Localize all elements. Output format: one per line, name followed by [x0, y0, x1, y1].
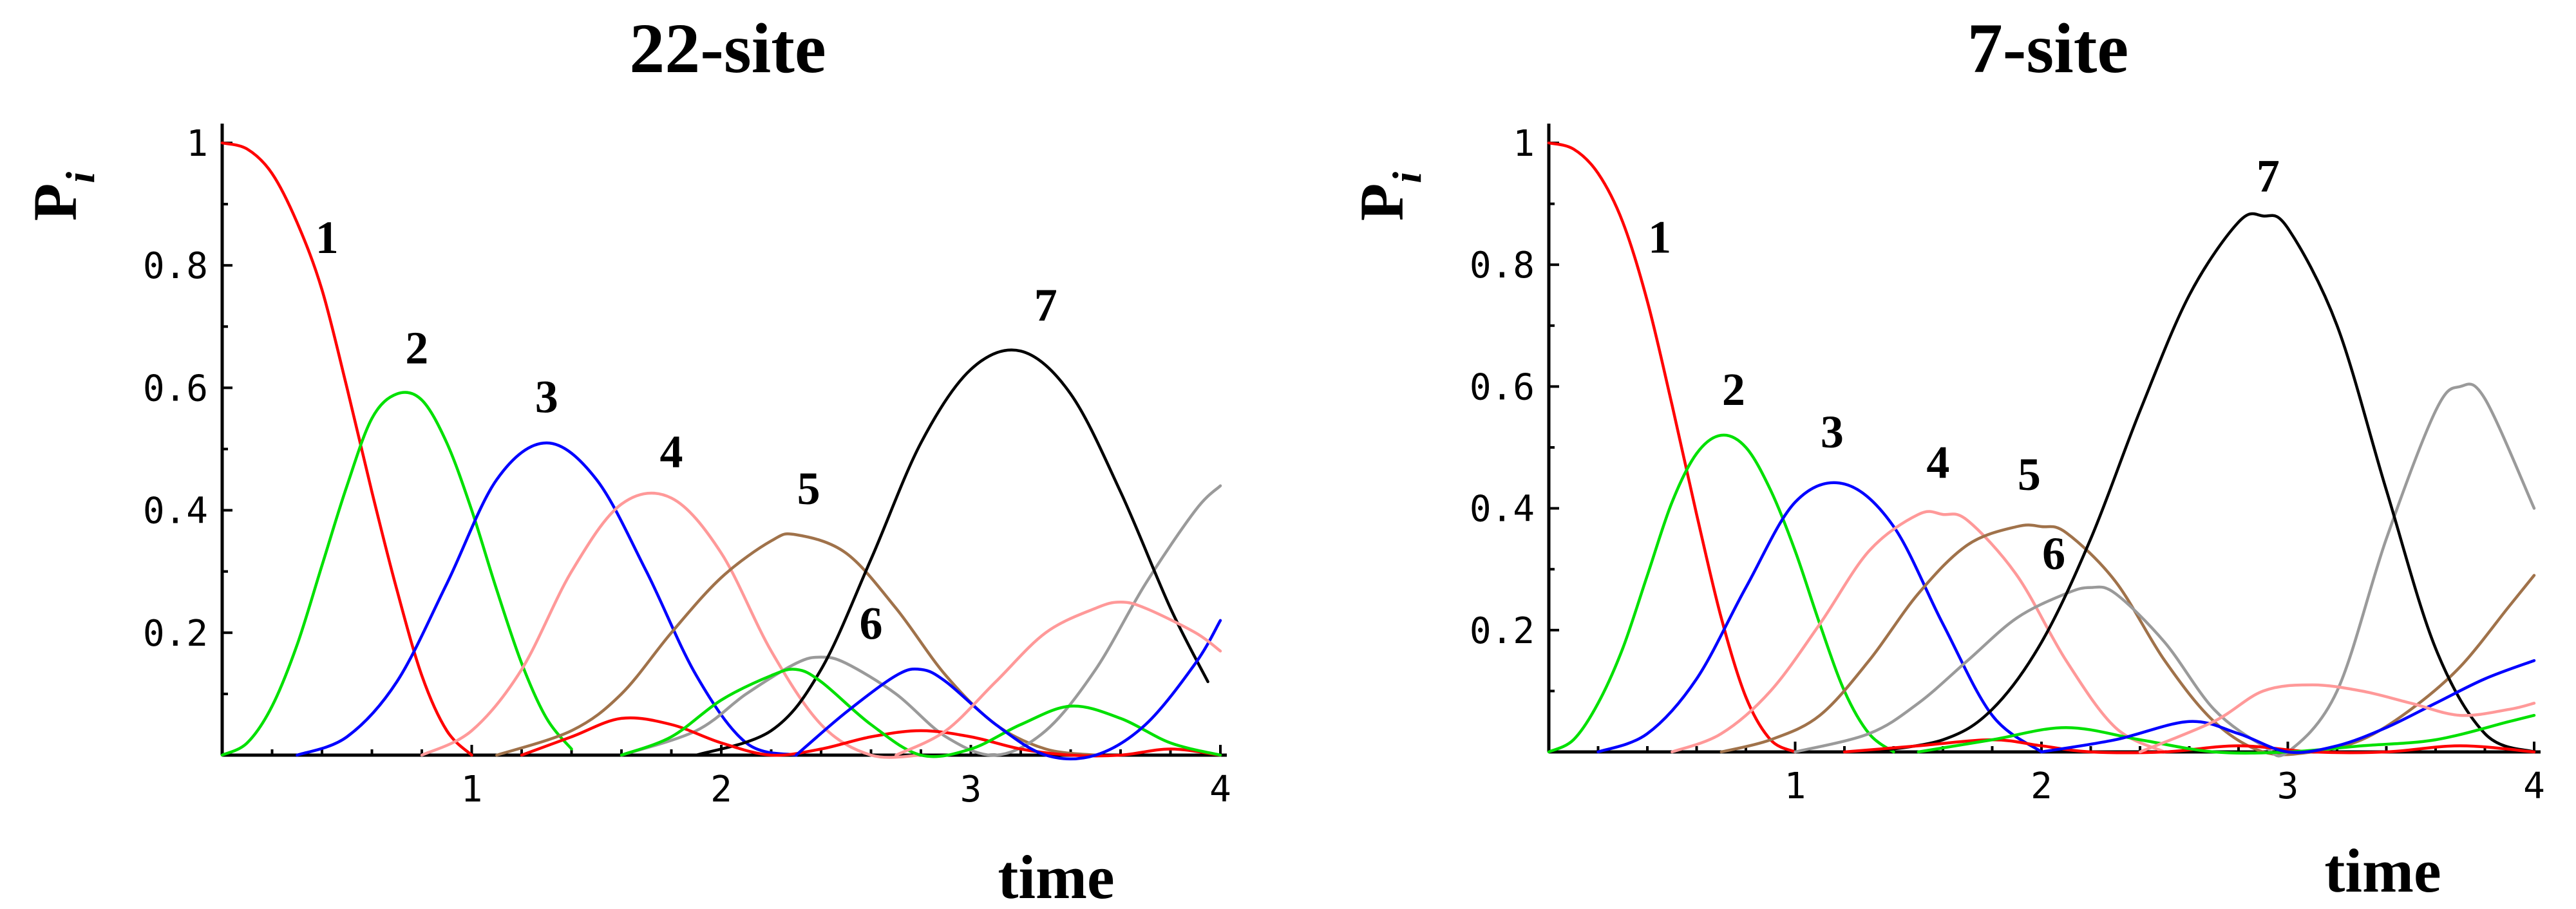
series-line-4 [420, 491, 923, 759]
x-tick-label: 1 [461, 769, 483, 811]
series-label-6: 6 [2042, 528, 2065, 579]
series-line-extra-green [1917, 713, 2536, 755]
y-tick-label: 0.2 [1470, 610, 1535, 652]
series-line-5 [1719, 523, 2536, 756]
series-label-1: 1 [1648, 211, 1671, 263]
y-tick-label: 0.6 [143, 368, 208, 409]
series-line-2 [220, 391, 573, 757]
y-axis-label-main: P [21, 183, 90, 221]
y-tick-label: 0.2 [143, 613, 208, 655]
x-tick-label: 2 [710, 769, 732, 811]
x-tick-label: 4 [1209, 769, 1231, 811]
series-line-6 [620, 484, 1222, 757]
series-label-1: 1 [316, 212, 339, 263]
y-axis-label-subscript: i [1384, 172, 1430, 183]
y-axis-label-subscript: i [57, 172, 103, 183]
series-label-7: 7 [1034, 279, 1057, 331]
series-line-2 [1547, 433, 1895, 754]
y-tick-label: 0.8 [143, 245, 208, 287]
series-line-extra-red [520, 716, 1222, 758]
x-axis-label: time [998, 843, 1114, 909]
series-line-5 [495, 532, 1097, 757]
x-axis-label: time [2324, 836, 2441, 905]
series-label-3: 3 [1821, 406, 1844, 458]
series-line-extra-blue [795, 619, 1222, 761]
series-label-3: 3 [535, 371, 558, 422]
chart-title: 7-site [1967, 9, 2128, 88]
x-tick-label: 3 [2277, 765, 2299, 807]
y-axis-label: Pi [21, 172, 103, 221]
y-tick-label: 0.6 [1470, 366, 1535, 408]
y-tick-label: 1 [1513, 123, 1535, 165]
series-line-3 [1596, 481, 2043, 754]
series-line-extra-pink [895, 601, 1222, 757]
series-label-4: 4 [660, 426, 683, 478]
y-tick-label: 0.8 [1470, 245, 1535, 286]
series-label-7: 7 [2257, 151, 2280, 202]
chart-title: 22-site [629, 9, 826, 88]
x-tick-label: 4 [2523, 765, 2545, 807]
series-line-1 [220, 141, 473, 757]
series-line-extra-pink [2138, 683, 2536, 754]
series-line-4 [1671, 510, 2166, 754]
y-axis-label-main: P [1347, 183, 1416, 221]
series-line-extra-red [1842, 738, 2536, 754]
x-tick-label: 1 [1785, 765, 1806, 807]
series-line-extra-green [620, 668, 1222, 758]
chart-panel-22-site: 22-site 1 2 3 4 0.2 0.4 0.6 0.8 1 Pi time 1 2 3 4 5 6 7 [21, 9, 1231, 909]
y-tick-label: 1 [186, 123, 208, 165]
y-tick-label: 0.4 [143, 491, 208, 532]
series-label-5: 5 [2018, 449, 2041, 500]
series-line-7 [1868, 212, 2536, 754]
chart-panel-7-site: 7-site 1 2 3 4 0.2 0.4 0.6 0.8 1 Pi time 1 2 3 4 56 7 [1347, 9, 2545, 905]
series-label-2: 2 [1722, 364, 1745, 415]
y-tick-label: 0.4 [1470, 489, 1535, 530]
series-label-6: 6 [860, 597, 883, 649]
series-line-7 [695, 348, 1209, 757]
series-line-3 [296, 441, 798, 757]
series-line-6 [1794, 382, 2536, 758]
series-line-extra-blue [2040, 659, 2536, 754]
series-label-5: 5 [797, 463, 820, 514]
series-line-1 [1547, 141, 1797, 754]
series-label-4: 4 [1926, 436, 1949, 488]
y-axis-label: Pi [1347, 172, 1430, 221]
series-label-2: 2 [405, 322, 428, 373]
x-tick-label: 2 [2031, 765, 2052, 807]
x-tick-label: 3 [960, 769, 982, 811]
